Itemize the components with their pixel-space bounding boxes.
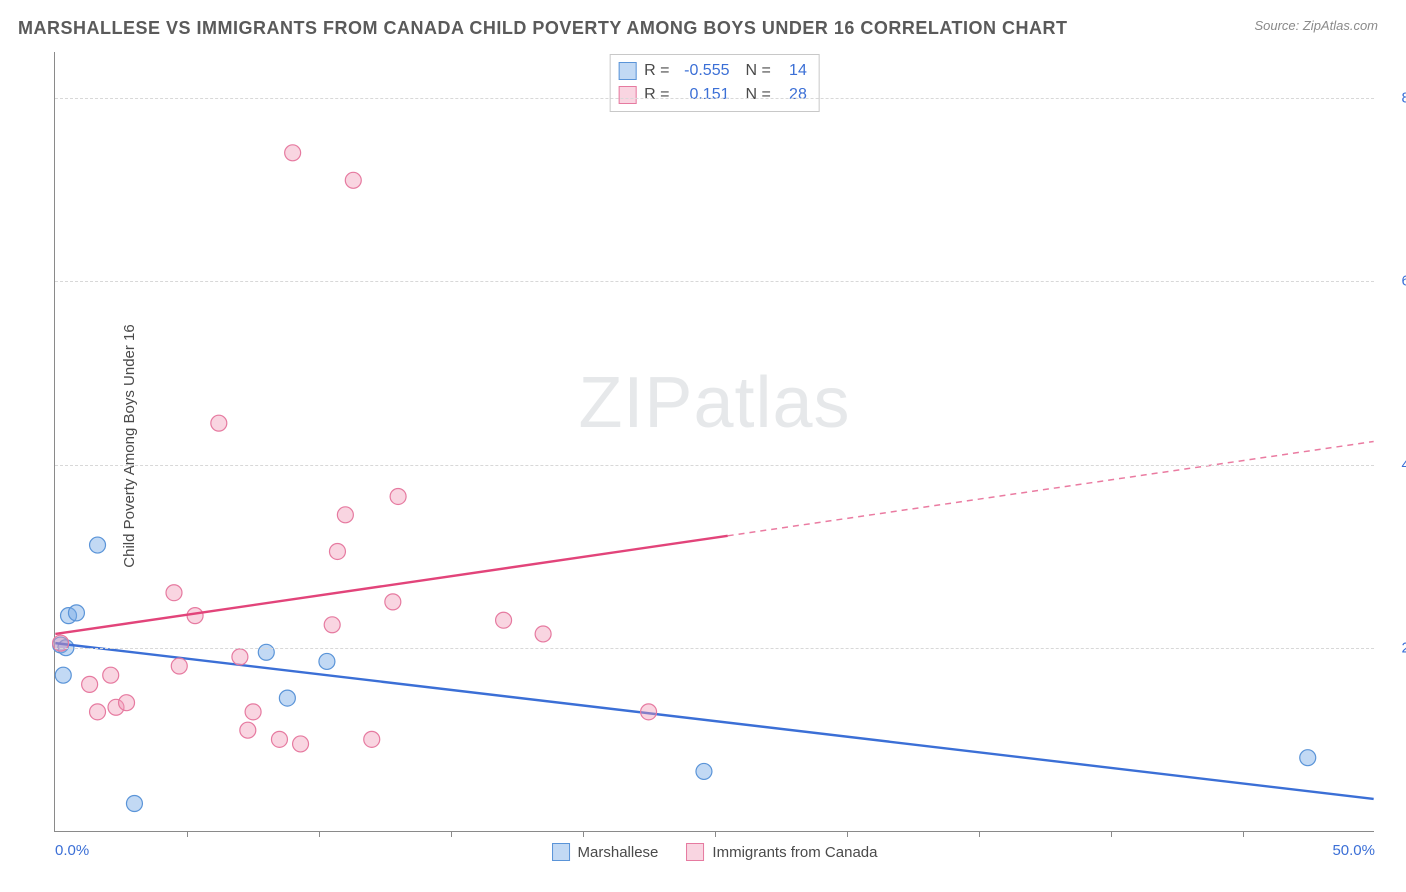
x-tick-label: 50.0%: [1332, 842, 1375, 859]
y-tick-label: 60.0%: [1384, 273, 1406, 290]
x-minor-tick: [979, 831, 980, 837]
gridline-h: [55, 465, 1374, 466]
x-tick-label: 0.0%: [55, 842, 89, 859]
scatter-point: [240, 722, 256, 738]
gridline-h: [55, 98, 1374, 99]
legend-swatch: [552, 843, 570, 861]
scatter-point: [285, 145, 301, 161]
scatter-point: [641, 704, 657, 720]
scatter-point: [55, 667, 71, 683]
regression-line-solid: [55, 643, 1373, 799]
x-minor-tick: [1243, 831, 1244, 837]
scatter-point: [103, 667, 119, 683]
legend-bottom-item: Marshallese: [552, 843, 659, 861]
x-minor-tick: [847, 831, 848, 837]
scatter-point: [535, 626, 551, 642]
x-minor-tick: [583, 831, 584, 837]
chart-title: MARSHALLESE VS IMMIGRANTS FROM CANADA CH…: [18, 18, 1068, 39]
plot-area: ZIPatlas R =-0.555N =14R =0.151N =28 Mar…: [54, 52, 1374, 832]
scatter-point: [390, 488, 406, 504]
scatter-point: [329, 543, 345, 559]
y-tick-label: 40.0%: [1384, 456, 1406, 473]
scatter-point: [211, 415, 227, 431]
scatter-point: [171, 658, 187, 674]
scatter-point: [324, 617, 340, 633]
scatter-point: [279, 690, 295, 706]
legend-bottom: Marshallese Immigrants from Canada: [552, 843, 878, 861]
gridline-h: [55, 648, 1374, 649]
x-minor-tick: [187, 831, 188, 837]
scatter-point: [364, 731, 380, 747]
header: MARSHALLESE VS IMMIGRANTS FROM CANADA CH…: [0, 0, 1406, 39]
source-label: Source: ZipAtlas.com: [1254, 18, 1378, 33]
scatter-point: [68, 605, 84, 621]
regression-line-dashed: [728, 442, 1374, 536]
legend-swatch: [686, 843, 704, 861]
scatter-point: [258, 644, 274, 660]
legend-label: Marshallese: [578, 844, 659, 861]
scatter-point: [496, 612, 512, 628]
scatter-point: [1300, 750, 1316, 766]
scatter-point: [293, 736, 309, 752]
scatter-point: [319, 653, 335, 669]
scatter-point: [696, 763, 712, 779]
scatter-point: [126, 796, 142, 812]
scatter-point: [90, 537, 106, 553]
scatter-point: [166, 585, 182, 601]
scatter-point: [119, 695, 135, 711]
scatter-point: [385, 594, 401, 610]
scatter-point: [337, 507, 353, 523]
y-tick-label: 80.0%: [1384, 89, 1406, 106]
legend-bottom-item: Immigrants from Canada: [686, 843, 877, 861]
x-minor-tick: [451, 831, 452, 837]
x-minor-tick: [319, 831, 320, 837]
scatter-point: [245, 704, 261, 720]
scatter-point: [271, 731, 287, 747]
y-tick-label: 20.0%: [1384, 640, 1406, 657]
gridline-h: [55, 281, 1374, 282]
legend-label: Immigrants from Canada: [712, 844, 877, 861]
scatter-point: [187, 608, 203, 624]
scatter-point: [90, 704, 106, 720]
chart-svg: [55, 52, 1374, 831]
scatter-point: [232, 649, 248, 665]
x-minor-tick: [715, 831, 716, 837]
scatter-point: [82, 676, 98, 692]
x-minor-tick: [1111, 831, 1112, 837]
scatter-point: [345, 172, 361, 188]
regression-line-solid: [55, 536, 727, 634]
